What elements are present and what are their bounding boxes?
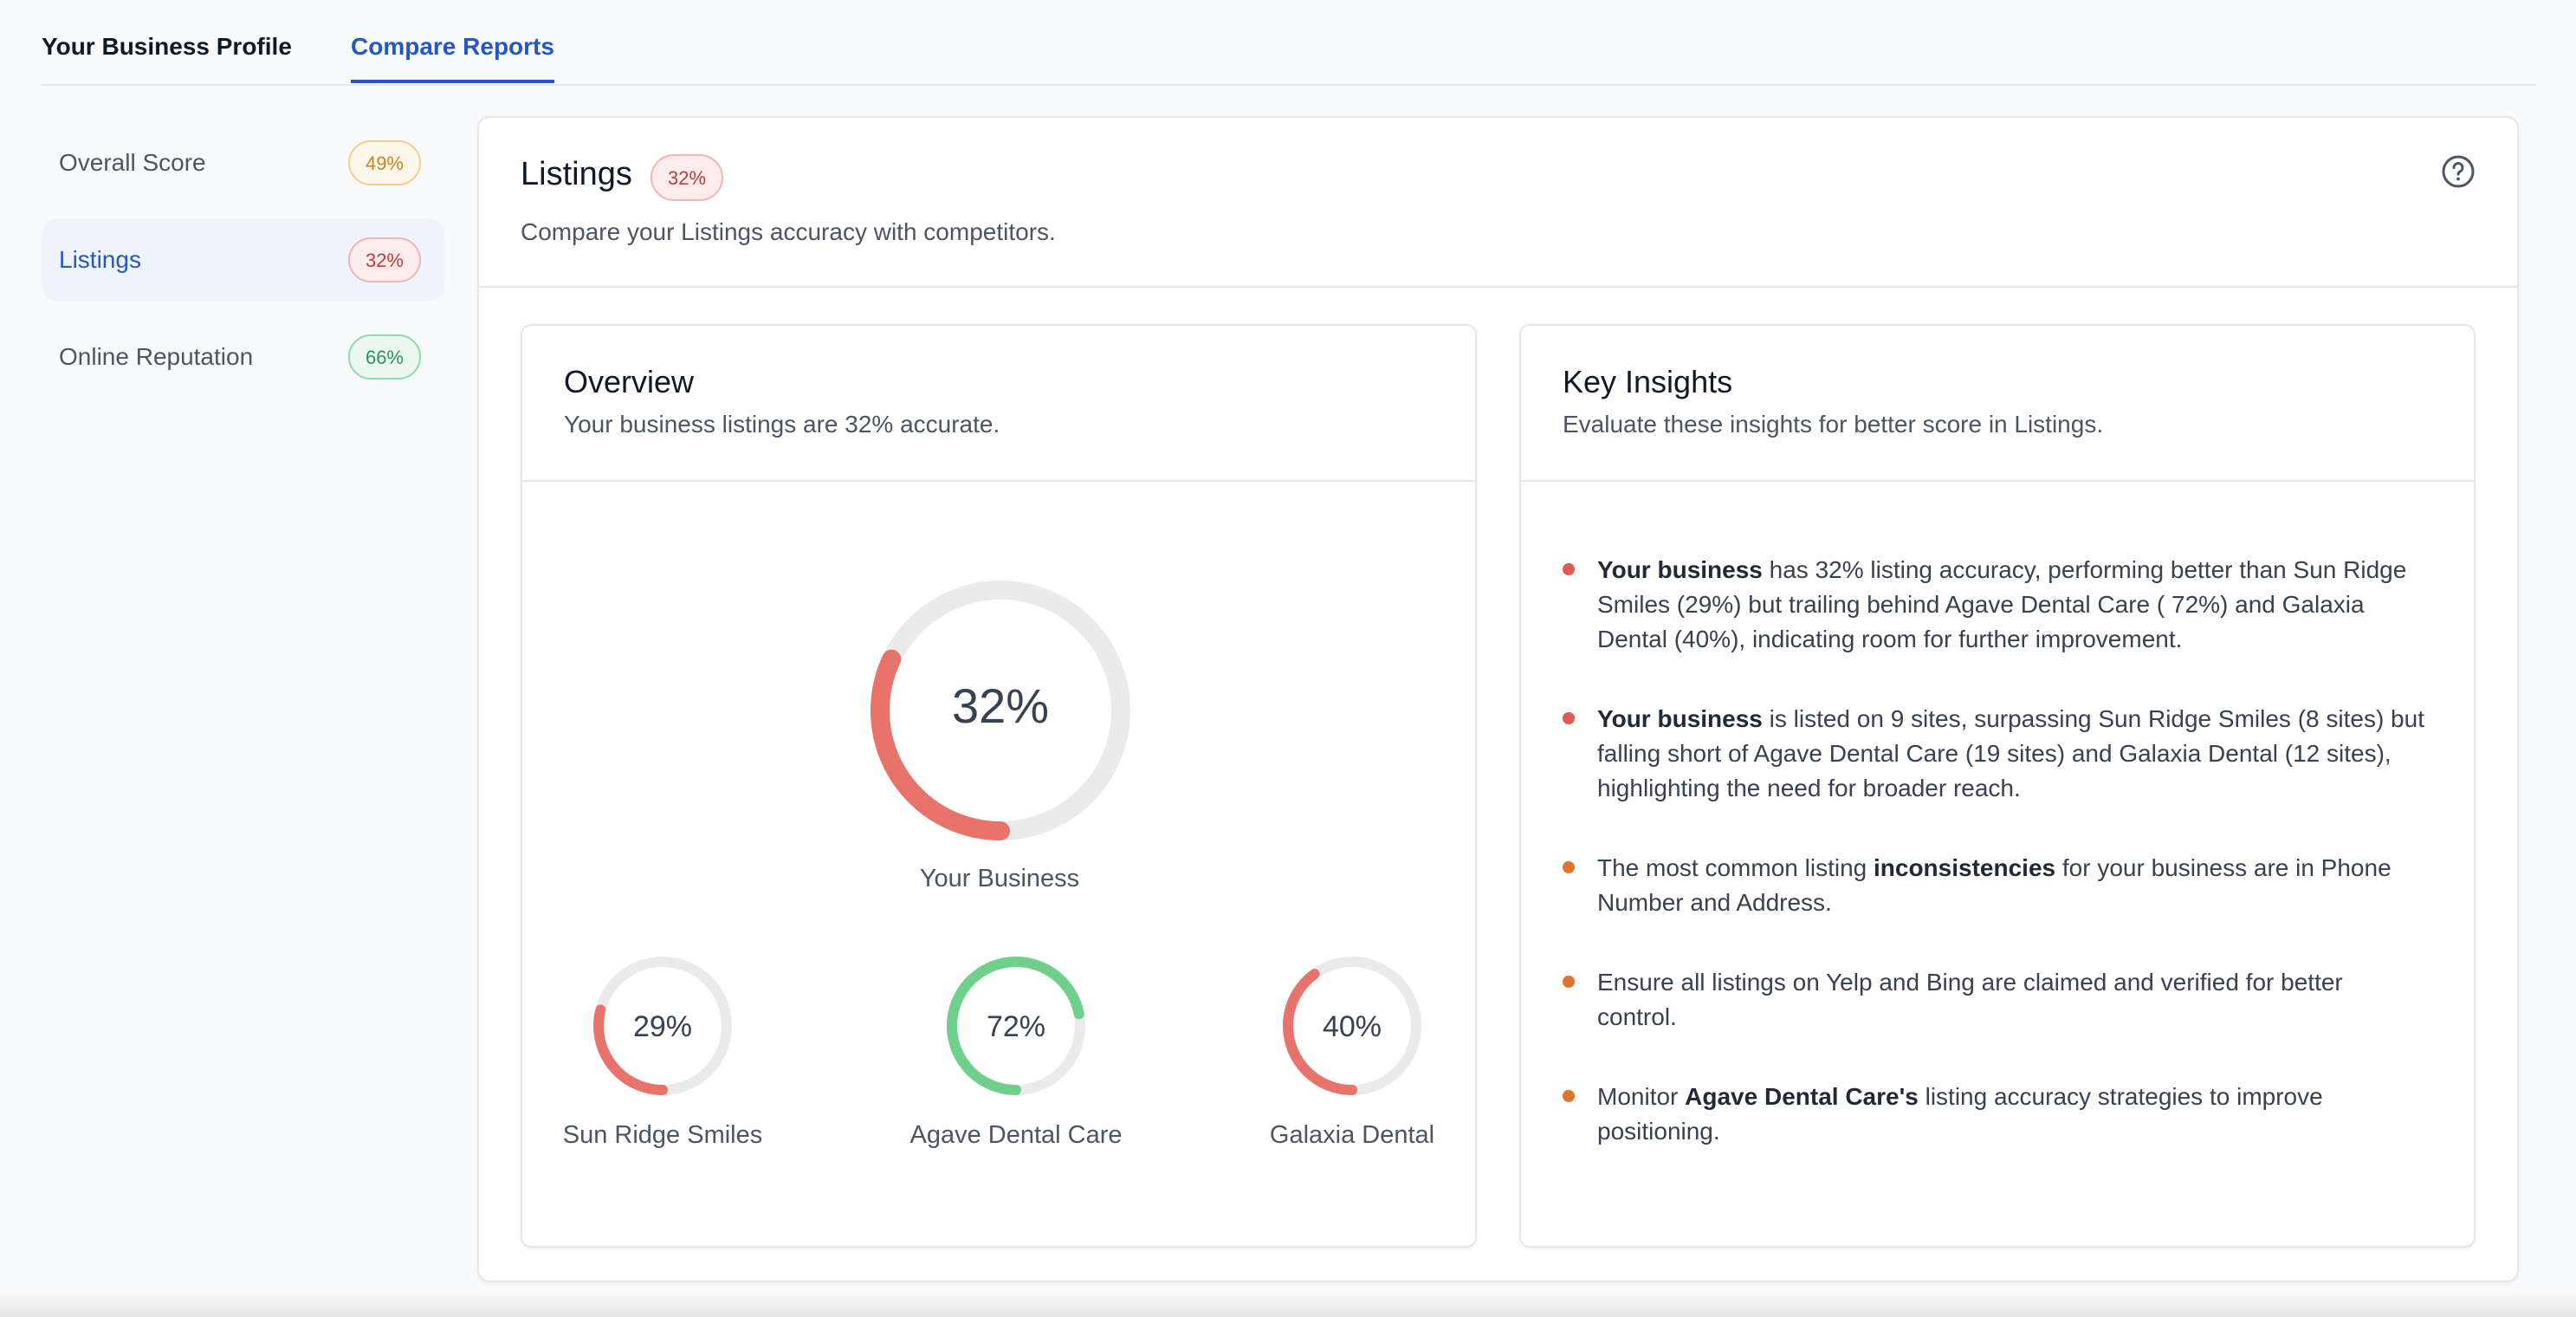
sidebar-item-label: Online Reputation bbox=[59, 343, 254, 370]
donut-label-agave-dental-care: Agave Dental Care bbox=[909, 1121, 1123, 1149]
insight-bold: Agave Dental Care's bbox=[1685, 1083, 1919, 1110]
tab-business-profile[interactable]: Your Business Profile bbox=[42, 33, 292, 60]
donut-value-agave-dental-care: 72% bbox=[987, 1010, 1045, 1043]
competitor-donut-chart: 40% bbox=[1283, 957, 1421, 1095]
donut-label-sun-ridge-smiles: Sun Ridge Smiles bbox=[562, 1121, 763, 1149]
score-badge: 66% bbox=[347, 334, 421, 380]
donut-arc-agave-dental-care bbox=[947, 957, 1085, 1095]
insight-text: is listed on 9 sites, surpassing Sun Rid… bbox=[1597, 705, 2424, 801]
help-icon[interactable] bbox=[2441, 154, 2476, 189]
insight-bold: inconsistencies bbox=[1874, 854, 2056, 881]
bullet-icon bbox=[1563, 1090, 1575, 1102]
key-insights-panel: Key Insights Evaluate these insights for… bbox=[1519, 324, 2476, 1248]
sidebar-item-online-reputation[interactable]: Online Reputation 66% bbox=[42, 315, 445, 399]
score-badge: 49% bbox=[347, 140, 421, 185]
bullet-icon bbox=[1563, 563, 1575, 575]
tab-compare-reports[interactable]: Compare Reports bbox=[351, 33, 554, 83]
insight-text-pre: The most common listing bbox=[1597, 854, 1874, 881]
insight-item: The most common listing inconsistencies … bbox=[1563, 851, 2429, 920]
listings-card: Listings 32% Compare your Listings accur… bbox=[477, 116, 2519, 1282]
bullet-icon bbox=[1563, 976, 1575, 988]
sidebar-item-listings[interactable]: Listings 32% bbox=[42, 218, 445, 302]
overview-panel: Overview Your business listings are 32% … bbox=[521, 324, 1477, 1248]
insights-list: Your business has 32% listing accuracy, … bbox=[1563, 553, 2429, 1194]
insights-title: Key Insights bbox=[1563, 364, 1733, 399]
score-badge: 32% bbox=[347, 237, 421, 282]
primary-donut-chart: 32% bbox=[871, 581, 1130, 840]
bullet-icon bbox=[1563, 712, 1575, 724]
competitor-donut-chart: 29% bbox=[593, 957, 732, 1095]
insight-text: for your business are in Phone Number an… bbox=[1597, 854, 2392, 916]
donut-arc-your-business bbox=[871, 581, 1130, 840]
bottom-shadow bbox=[0, 1291, 2576, 1317]
overview-header: Overview Your business listings are 32% … bbox=[522, 326, 1475, 482]
bullet-icon bbox=[1563, 861, 1575, 873]
overview-title: Overview bbox=[564, 364, 695, 399]
insight-item: Monitor Agave Dental Care's listing accu… bbox=[1563, 1080, 2429, 1149]
sidebar-item-label: Overall Score bbox=[59, 149, 206, 176]
donut-arc-galaxia-dental bbox=[1283, 957, 1421, 1095]
competitor-donut-chart: 72% bbox=[947, 957, 1085, 1095]
insight-text: Ensure all listings on Yelp and Bing are… bbox=[1597, 969, 2343, 1030]
top-tabs: Your Business Profile Compare Reports bbox=[42, 0, 2536, 86]
listings-header: Listings 32% Compare your Listings accur… bbox=[479, 118, 2517, 288]
insight-text: listing accuracy strategies to improve p… bbox=[1597, 1083, 2323, 1145]
insight-text-pre: Monitor bbox=[1597, 1083, 1686, 1110]
insight-item: Your business is listed on 9 sites, surp… bbox=[1563, 702, 2429, 806]
insights-header: Key Insights Evaluate these insights for… bbox=[1521, 326, 2474, 482]
insight-bold: Your business bbox=[1597, 705, 1763, 732]
donut-value-galaxia-dental: 40% bbox=[1323, 1010, 1382, 1043]
insight-text: has 32% listing accuracy, performing bet… bbox=[1597, 556, 2407, 652]
overview-subtitle: Your business listings are 32% accurate. bbox=[564, 411, 1000, 438]
insights-subtitle: Evaluate these insights for better score… bbox=[1563, 411, 2104, 438]
sidebar-item-label: Listings bbox=[59, 246, 141, 273]
insight-item: Your business has 32% listing accuracy, … bbox=[1563, 553, 2429, 657]
page-subtitle: Compare your Listings accuracy with comp… bbox=[521, 218, 1056, 245]
insight-item: Ensure all listings on Yelp and Bing are… bbox=[1563, 965, 2429, 1035]
donut-value-sun-ridge-smiles: 29% bbox=[633, 1010, 692, 1043]
page-title: Listings bbox=[521, 156, 632, 192]
listings-score-badge: 32% bbox=[650, 154, 724, 201]
insight-bold: Your business bbox=[1597, 556, 1763, 583]
donut-label-galaxia-dental: Galaxia Dental bbox=[1269, 1121, 1435, 1149]
sidebar-item-overall-score[interactable]: Overall Score 49% bbox=[42, 121, 445, 204]
sidebar: Overall Score 49% Listings 32% Online Re… bbox=[42, 121, 445, 412]
donut-arc-sun-ridge-smiles bbox=[593, 957, 732, 1095]
donut-label-your-business: Your Business bbox=[919, 865, 1080, 892]
donut-value-your-business: 32% bbox=[952, 678, 1049, 733]
